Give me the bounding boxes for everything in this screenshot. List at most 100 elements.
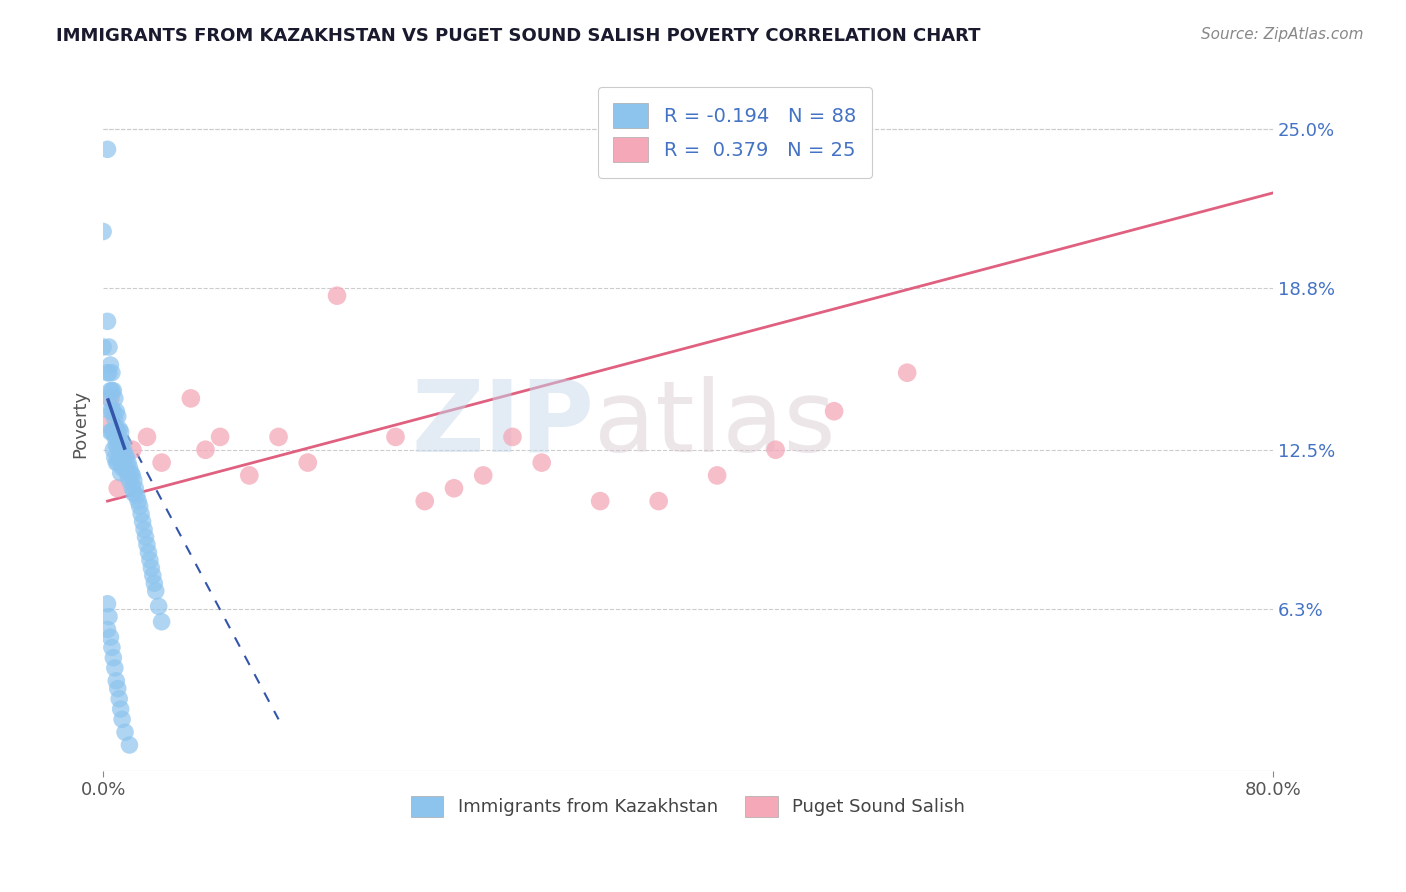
Point: [117, 456, 139, 470]
Point: [115, 463, 138, 477]
Point: [103, 404, 125, 418]
Point: [122, 474, 145, 488]
Point: [145, 584, 167, 599]
Point: [127, 494, 149, 508]
Point: [138, 545, 160, 559]
Point: [530, 456, 553, 470]
Point: [96, 314, 118, 328]
Legend: Immigrants from Kazakhstan, Puget Sound Salish: Immigrants from Kazakhstan, Puget Sound …: [404, 789, 972, 824]
Point: [96, 597, 118, 611]
Point: [114, 725, 136, 739]
Point: [96, 142, 118, 156]
Point: [107, 681, 129, 696]
Text: Source: ZipAtlas.com: Source: ZipAtlas.com: [1201, 27, 1364, 42]
Point: [384, 430, 406, 444]
Point: [104, 412, 127, 426]
Text: IMMIGRANTS FROM KAZAKHSTAN VS PUGET SOUND SALISH POVERTY CORRELATION CHART: IMMIGRANTS FROM KAZAKHSTAN VS PUGET SOUN…: [56, 27, 981, 45]
Point: [107, 456, 129, 470]
Point: [129, 507, 152, 521]
Text: atlas: atlas: [595, 376, 837, 473]
Point: [143, 576, 166, 591]
Point: [823, 404, 845, 418]
Point: [105, 673, 128, 688]
Point: [132, 522, 155, 536]
Point: [765, 442, 787, 457]
Point: [107, 440, 129, 454]
Point: [103, 425, 125, 439]
Point: [118, 474, 141, 488]
Point: [896, 366, 918, 380]
Point: [111, 435, 134, 450]
Point: [111, 712, 134, 726]
Point: [91, 340, 114, 354]
Point: [141, 561, 163, 575]
Point: [98, 392, 121, 406]
Point: [101, 425, 124, 439]
Point: [131, 515, 153, 529]
Point: [104, 661, 127, 675]
Point: [121, 481, 143, 495]
Point: [238, 468, 260, 483]
Point: [103, 384, 125, 398]
Point: [100, 630, 122, 644]
Point: [114, 448, 136, 462]
Text: ZIP: ZIP: [412, 376, 595, 473]
Point: [107, 425, 129, 439]
Point: [118, 460, 141, 475]
Point: [111, 460, 134, 475]
Point: [100, 404, 122, 418]
Point: [120, 466, 142, 480]
Point: [108, 691, 131, 706]
Point: [326, 288, 349, 302]
Point: [110, 702, 132, 716]
Point: [297, 456, 319, 470]
Point: [122, 486, 145, 500]
Point: [472, 468, 495, 483]
Point: [100, 425, 122, 439]
Point: [105, 456, 128, 470]
Point: [105, 437, 128, 451]
Point: [121, 468, 143, 483]
Point: [142, 568, 165, 582]
Point: [104, 450, 127, 465]
Point: [114, 460, 136, 475]
Point: [108, 450, 131, 465]
Point: [194, 442, 217, 457]
Point: [110, 437, 132, 451]
Point: [105, 404, 128, 418]
Point: [108, 422, 131, 436]
Point: [98, 609, 121, 624]
Point: [108, 435, 131, 450]
Point: [110, 466, 132, 480]
Point: [100, 384, 122, 398]
Point: [118, 738, 141, 752]
Point: [128, 500, 150, 514]
Point: [96, 366, 118, 380]
Point: [136, 538, 159, 552]
Point: [96, 623, 118, 637]
Point: [103, 650, 125, 665]
Point: [101, 404, 124, 418]
Point: [101, 640, 124, 655]
Point: [589, 494, 612, 508]
Point: [150, 615, 173, 629]
Point: [100, 392, 122, 406]
Point: [112, 456, 135, 470]
Point: [125, 489, 148, 503]
Point: [96, 417, 118, 431]
Point: [209, 430, 232, 444]
Point: [110, 425, 132, 439]
Point: [101, 366, 124, 380]
Point: [150, 456, 173, 470]
Point: [110, 450, 132, 465]
Point: [124, 481, 146, 495]
Point: [136, 430, 159, 444]
Point: [98, 366, 121, 380]
Point: [121, 442, 143, 457]
Point: [107, 409, 129, 424]
Point: [501, 430, 523, 444]
Point: [647, 494, 669, 508]
Point: [100, 358, 122, 372]
Point: [105, 422, 128, 436]
Point: [706, 468, 728, 483]
